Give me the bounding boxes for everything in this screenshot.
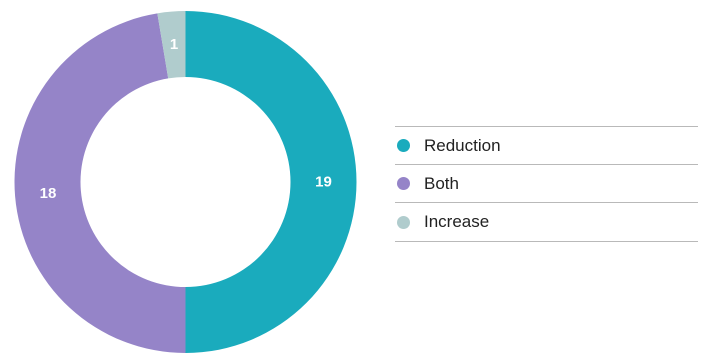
donut-slice-reduction <box>185 11 357 353</box>
legend-swatch-reduction <box>397 139 410 152</box>
donut-slice-both <box>14 13 186 353</box>
data-label-both: 18 <box>40 185 57 202</box>
donut-slice-increase <box>157 11 186 79</box>
data-label-reduction: 19 <box>315 174 332 191</box>
chart-legend: Reduction Both Increase <box>395 126 698 242</box>
donut-slices <box>14 11 357 353</box>
donut-data-labels: 19 18 1 <box>40 36 332 202</box>
data-label-increase: 1 <box>170 36 178 53</box>
legend-item-increase: Increase <box>395 202 698 242</box>
legend-swatch-both <box>397 177 410 190</box>
legend-label-reduction: Reduction <box>424 135 501 155</box>
legend-item-reduction: Reduction <box>395 126 698 164</box>
legend-swatch-increase <box>397 215 410 229</box>
legend-label-both: Both <box>424 173 459 193</box>
legend-label-increase: Increase <box>424 212 490 231</box>
legend-item-both: Both <box>395 164 698 202</box>
